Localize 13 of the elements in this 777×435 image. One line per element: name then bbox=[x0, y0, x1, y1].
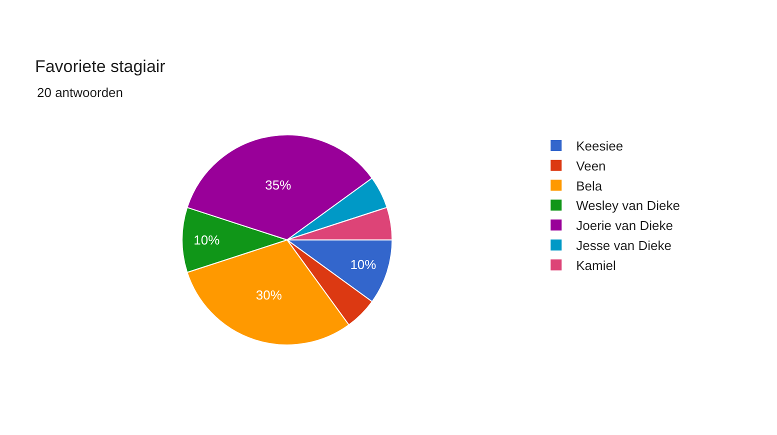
legend-label: Veen bbox=[576, 158, 606, 174]
data-label: 10% bbox=[350, 257, 377, 272]
chart-title: Favoriete stagiair bbox=[34, 56, 166, 76]
data-label: 30% bbox=[256, 288, 282, 303]
legend-label: Bela bbox=[576, 178, 603, 194]
legend-label: Wesley van Dieke bbox=[576, 198, 680, 214]
legend-label: Kamiel bbox=[576, 258, 616, 273]
legend-label: Keesiee bbox=[576, 138, 624, 154]
data-label: 10% bbox=[194, 232, 220, 248]
data-label: 35% bbox=[265, 178, 292, 193]
legend-label: Jesse van Dieke bbox=[576, 238, 672, 254]
chart-subtitle: 20 antwoorden bbox=[37, 85, 124, 100]
legend-label: Joerie van Dieke bbox=[576, 218, 673, 234]
